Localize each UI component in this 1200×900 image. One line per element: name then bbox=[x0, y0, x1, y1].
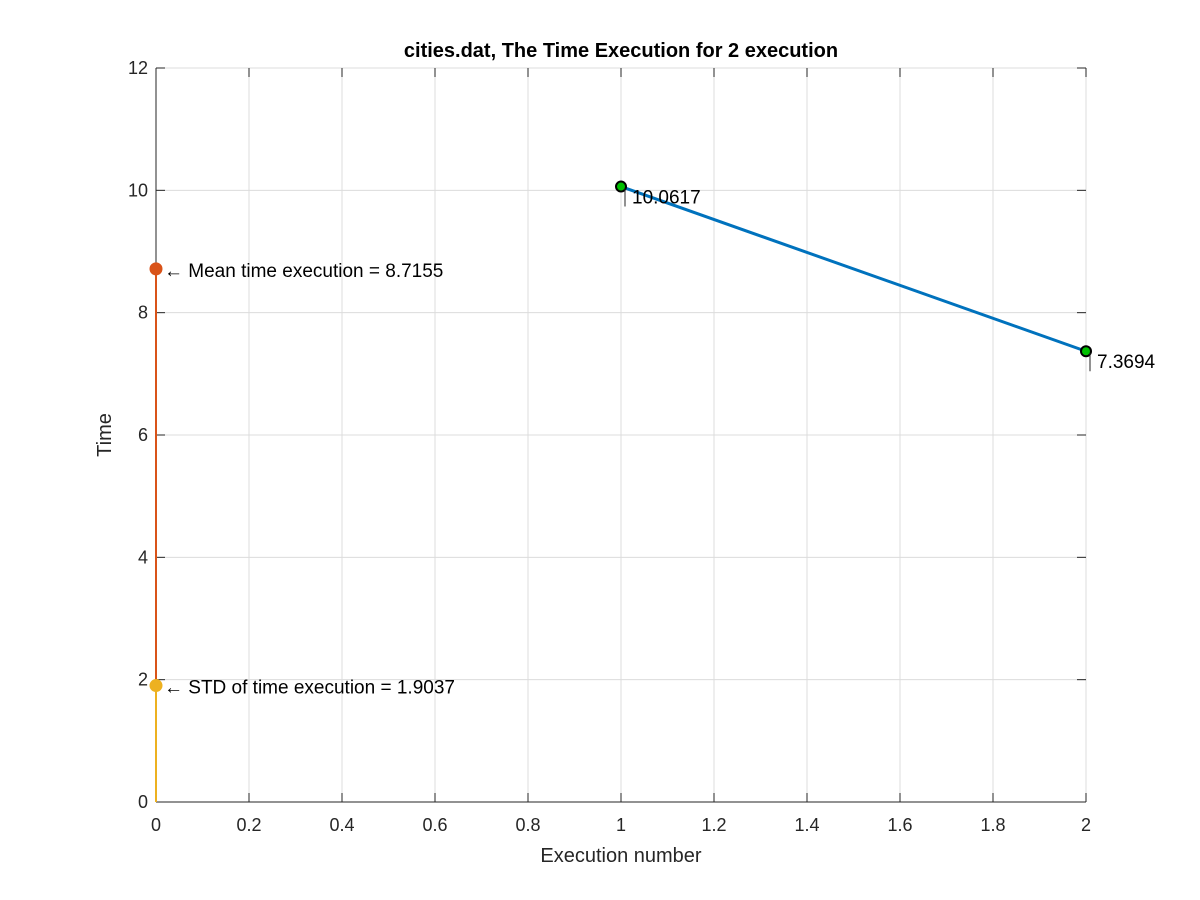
mean-stem-marker bbox=[149, 262, 163, 276]
x-axis-title: Execution number bbox=[540, 845, 702, 867]
x-tick-label: 1 bbox=[616, 815, 626, 835]
y-tick-label: 12 bbox=[128, 58, 148, 78]
execution-point-marker bbox=[1080, 345, 1092, 358]
series bbox=[149, 180, 1092, 802]
y-tick-label: 4 bbox=[138, 547, 148, 567]
annotations: ← Mean time execution = 8.7155 ← STD of t… bbox=[164, 188, 1156, 699]
x-tick-label: 0.4 bbox=[329, 815, 354, 835]
std-stem-marker bbox=[149, 679, 163, 693]
x-tick-label: 0.6 bbox=[422, 815, 447, 835]
x-tick-label: 1.8 bbox=[980, 815, 1005, 835]
x-tick-label: 1.2 bbox=[701, 815, 726, 835]
y-axis-title: Time bbox=[94, 413, 116, 457]
axes: 0 0.2 0.4 0.6 0.8 1 1.2 1.4 1.6 1.8 2 0 2 4 6 8 10 12 bbox=[128, 58, 1091, 835]
execution-point-1-label: 10.0617 bbox=[632, 188, 701, 209]
y-tick-label: 8 bbox=[138, 303, 148, 323]
plot-area: 0 0.2 0.4 0.6 0.8 1 1.2 1.4 1.6 1.8 2 0 2 4 6 8 10 12 ← M… bbox=[128, 58, 1156, 835]
x-tick-label: 1.4 bbox=[794, 815, 819, 835]
execution-point-marker bbox=[615, 180, 627, 193]
y-tick-label: 10 bbox=[128, 180, 148, 200]
y-tick-label: 6 bbox=[138, 425, 148, 445]
std-annotation: ← STD of time execution = 1.9037 bbox=[164, 678, 455, 699]
x-tick-label: 0.2 bbox=[236, 815, 261, 835]
y-tick-label: 0 bbox=[138, 792, 148, 812]
execution-point-2-label: 7.3694 bbox=[1097, 352, 1156, 373]
y-tick-label: 2 bbox=[138, 670, 148, 690]
execution-time-line bbox=[620, 185, 1087, 353]
chart-title: cities.dat, The Time Execution for 2 exe… bbox=[404, 40, 838, 62]
mean-annotation: ← Mean time execution = 8.7155 bbox=[164, 261, 443, 282]
x-tick-label: 0.8 bbox=[515, 815, 540, 835]
x-tick-label: 0 bbox=[151, 815, 161, 835]
x-tick-label: 1.6 bbox=[887, 815, 912, 835]
x-tick-label: 2 bbox=[1081, 815, 1091, 835]
